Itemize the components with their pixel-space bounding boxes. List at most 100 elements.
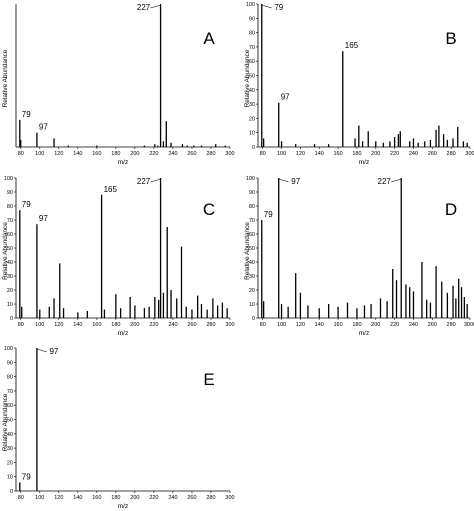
peak-label: 79: [22, 472, 31, 481]
peak-label: 79: [274, 3, 283, 12]
x-tick-label: 280: [447, 151, 456, 157]
y-tick-label: 20: [249, 288, 255, 294]
y-tick-label: 10: [7, 302, 13, 308]
peak-label: 97: [281, 93, 290, 102]
y-tick-label: 90: [7, 360, 13, 366]
y-tick-label: 60: [7, 232, 13, 238]
y-tick-label: 40: [249, 260, 255, 266]
y-tick-label: 0: [10, 489, 13, 495]
y-tick-label: 20: [7, 288, 13, 294]
y-tick-label: 50: [7, 418, 13, 424]
panel-letter: E: [203, 370, 214, 389]
y-tick-label: 100: [4, 346, 13, 352]
x-tick-label: 120: [54, 322, 63, 328]
x-axis-label: m/z: [118, 159, 128, 166]
panel-letter: A: [203, 29, 215, 48]
x-tick-label: 160: [92, 322, 101, 328]
y-tick-label: 100: [246, 176, 255, 182]
x-tick-label: 240: [168, 151, 177, 157]
x-tick-label: 260: [187, 495, 196, 501]
spectrum-panel-e: 80 100 120 140 160 180 200 220 240 260 280 300 0 10 20…: [2, 346, 235, 510]
x-tick-label: 180: [352, 151, 361, 157]
x-tick-label: 180: [111, 151, 120, 157]
y-tick-label: 30: [249, 102, 255, 108]
x-tick-label: 220: [149, 495, 158, 501]
peak-label: 97: [49, 347, 58, 356]
peak-arrow: [36, 348, 48, 353]
x-tick-label: 180: [111, 322, 120, 328]
peak-arrow: [391, 178, 402, 183]
y-tick-label: 100: [246, 2, 255, 8]
y-tick-label: 70: [7, 389, 13, 395]
panel-letter: C: [203, 200, 215, 219]
x-tick-label: 180: [352, 322, 361, 328]
peak-label: 79: [22, 110, 31, 119]
x-tick-label: 100: [35, 322, 44, 328]
peak-label: 79: [264, 210, 273, 219]
x-tick-label: 260: [187, 151, 196, 157]
x-tick-label: 200: [371, 151, 380, 157]
x-tick-label: 80: [260, 151, 266, 157]
x-tick-label: 240: [409, 151, 418, 157]
x-tick-label: 100: [277, 322, 286, 328]
x-tick-label: 240: [409, 322, 418, 328]
x-tick-label: 220: [149, 322, 158, 328]
spectrum-panel-b: 80 100 120 140 160 180 200 220 240 260 280 300 0 10 20…: [244, 2, 474, 166]
x-tick-label: 280: [206, 495, 215, 501]
x-tick-label: 280: [206, 151, 215, 157]
y-tick-label: 0: [10, 316, 13, 322]
x-tick-label: 280: [206, 322, 215, 328]
x-tick-label: 80: [260, 322, 266, 328]
y-tick-label: 80: [249, 31, 255, 37]
panel-letter: B: [445, 29, 456, 48]
x-tick-label: 160: [333, 322, 342, 328]
y-tick-label: 60: [7, 403, 13, 409]
y-tick-label: 90: [249, 190, 255, 196]
x-tick-label: 140: [73, 151, 82, 157]
x-tick-label: 200: [371, 322, 380, 328]
y-tick-label: 40: [249, 88, 255, 94]
y-tick-label: 0: [252, 316, 255, 322]
x-tick-label: 180: [111, 495, 120, 501]
x-tick-label: 280: [447, 322, 456, 328]
x-tick-label: 220: [390, 151, 399, 157]
x-tick-label: 220: [390, 322, 399, 328]
y-tick-label: 50: [249, 246, 255, 252]
x-tick-label: 100: [277, 151, 286, 157]
x-tick-label: 100: [35, 495, 44, 501]
x-tick-label: 300: [465, 151, 474, 157]
peak-label: 227: [137, 3, 151, 12]
peak-arrow: [150, 178, 161, 183]
spectrum-panel-c: 80 100 120 140 160 180 200 220 240 260 280 300 0 10 20…: [2, 176, 235, 337]
x-tick-label: 300: [225, 322, 234, 328]
x-axis-label: m/z: [359, 159, 369, 166]
y-tick-label: 10: [7, 475, 13, 481]
x-tick-label: 140: [73, 495, 82, 501]
x-tick-label: 80: [18, 322, 24, 328]
y-tick-label: 50: [249, 74, 255, 80]
y-tick-label: 10: [249, 131, 255, 137]
y-tick-label: 80: [7, 204, 13, 210]
y-tick-label: 80: [249, 204, 255, 210]
x-tick-label: 140: [315, 322, 324, 328]
x-axis-label: m/z: [359, 330, 369, 337]
x-tick-label: 260: [428, 151, 437, 157]
peak-label: 79: [22, 200, 31, 209]
x-tick-label: 120: [296, 151, 305, 157]
peak-arrow: [278, 178, 289, 183]
x-tick-label: 160: [92, 495, 101, 501]
peak-arrow: [261, 4, 272, 9]
y-tick-label: 100: [4, 176, 13, 182]
x-tick-label: 160: [333, 151, 342, 157]
y-tick-label: 20: [7, 460, 13, 466]
x-tick-label: 160: [92, 151, 101, 157]
y-tick-label: 80: [7, 375, 13, 381]
peak-label: 165: [104, 185, 118, 194]
y-tick-label: 40: [7, 432, 13, 438]
x-tick-label: 120: [296, 322, 305, 328]
peak-label: 227: [137, 177, 151, 186]
x-tick-label: 220: [149, 151, 158, 157]
